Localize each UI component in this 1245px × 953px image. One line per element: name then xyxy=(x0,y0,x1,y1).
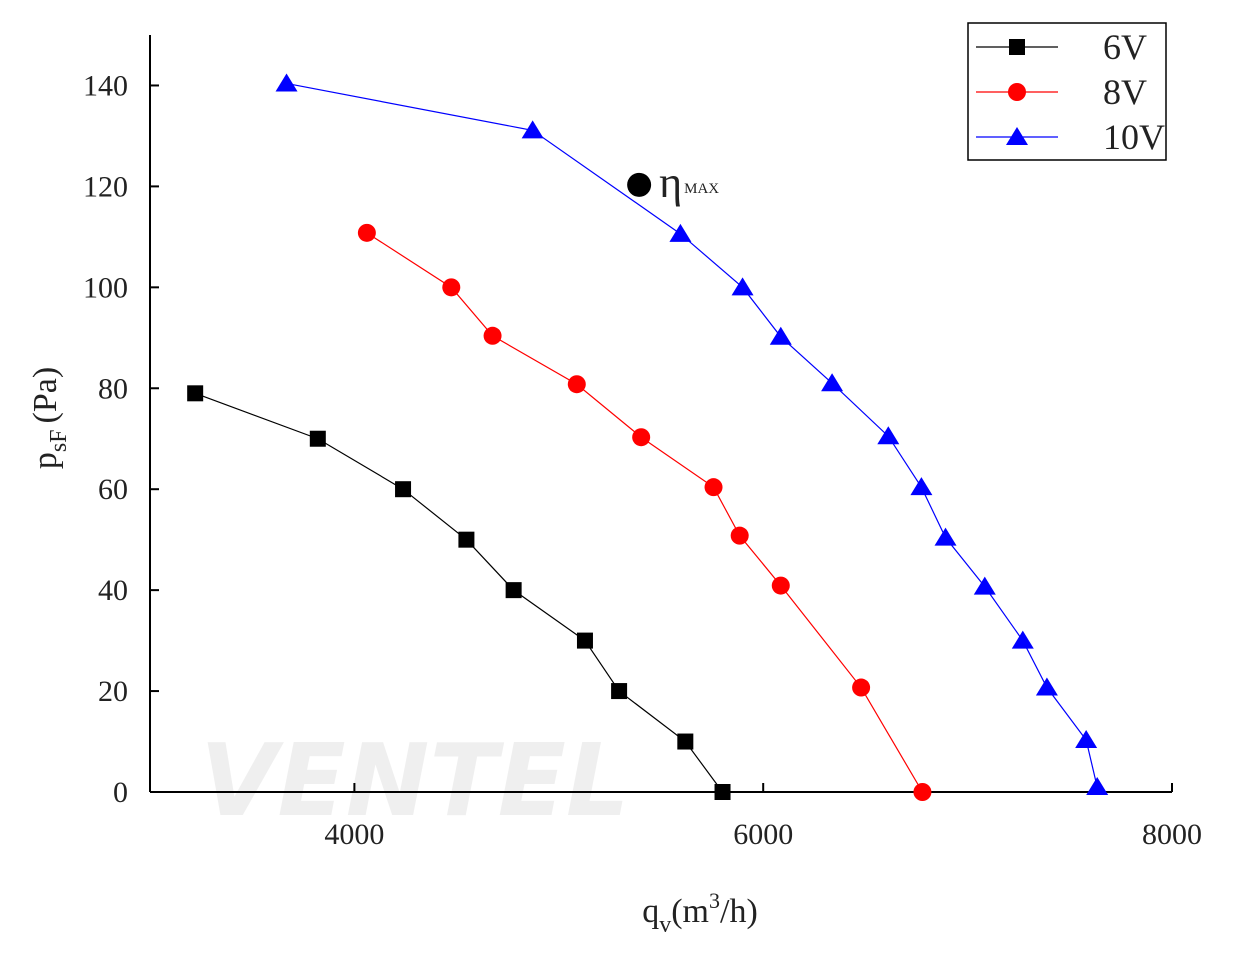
x-title-sup: 3 xyxy=(709,888,720,913)
marker xyxy=(934,527,957,546)
x-title-sub: v xyxy=(659,912,671,938)
y-axis-title: psF (Pa) xyxy=(27,367,72,469)
marker xyxy=(442,278,461,297)
annotation-point xyxy=(627,172,652,197)
y-tick-label: 0 xyxy=(113,776,128,809)
marker xyxy=(730,526,749,545)
marker xyxy=(1086,776,1109,795)
watermark: VENTEL xyxy=(200,722,630,839)
x-tick-label: 4000 xyxy=(324,818,384,851)
marker xyxy=(677,733,694,750)
annotation-symbol: η xyxy=(659,158,682,207)
marker xyxy=(1035,677,1058,696)
marker xyxy=(567,375,586,394)
marker xyxy=(731,277,754,296)
y-tick-label: 20 xyxy=(98,675,128,708)
x-tick-label: 8000 xyxy=(1142,818,1202,851)
marker xyxy=(1011,630,1034,649)
marker xyxy=(669,223,692,242)
x-title-base: q xyxy=(642,893,659,930)
annotation-label: η MAX xyxy=(659,158,719,207)
marker xyxy=(187,385,204,402)
marker xyxy=(821,373,844,392)
marker xyxy=(714,784,731,800)
marker xyxy=(769,326,792,345)
marker xyxy=(913,783,932,801)
y-title-base: p xyxy=(27,452,64,469)
annotation-sub: MAX xyxy=(684,181,719,197)
marker xyxy=(1008,83,1026,101)
marker xyxy=(1006,127,1028,145)
marker xyxy=(275,73,298,92)
marker xyxy=(632,428,651,447)
marker xyxy=(611,683,628,700)
x-title-close: /h) xyxy=(720,893,758,930)
series-line xyxy=(286,82,1098,788)
marker xyxy=(1009,39,1025,55)
marker xyxy=(771,576,790,595)
marker xyxy=(910,477,933,496)
y-tick-label: 100 xyxy=(83,271,128,304)
marker xyxy=(521,120,544,139)
y-tick-label: 140 xyxy=(83,69,128,102)
marker xyxy=(877,426,900,445)
x-title-open: (m xyxy=(671,893,709,930)
y-title-sub: sF xyxy=(46,429,72,452)
marker xyxy=(1075,730,1098,749)
x-tick-label: 6000 xyxy=(733,818,793,851)
marker xyxy=(483,326,502,345)
marker xyxy=(458,531,475,548)
series-line xyxy=(366,232,923,793)
marker xyxy=(973,576,996,595)
y-tick-label: 60 xyxy=(98,473,128,506)
x-axis-title: qv(m3/h) xyxy=(642,888,758,938)
marker xyxy=(505,582,522,599)
y-tick-label: 40 xyxy=(98,574,128,607)
legend-label: 8V xyxy=(1103,72,1147,112)
marker xyxy=(309,430,326,447)
y-tick-label: 80 xyxy=(98,372,128,405)
legend-label: 10V xyxy=(1103,117,1165,157)
marker xyxy=(852,678,871,697)
marker xyxy=(704,478,723,497)
marker xyxy=(395,481,412,498)
y-title-unit: (Pa) xyxy=(27,367,64,424)
y-tick-label: 120 xyxy=(83,170,128,203)
legend-label: 6V xyxy=(1103,27,1147,67)
marker xyxy=(576,632,593,649)
marker xyxy=(357,223,376,242)
